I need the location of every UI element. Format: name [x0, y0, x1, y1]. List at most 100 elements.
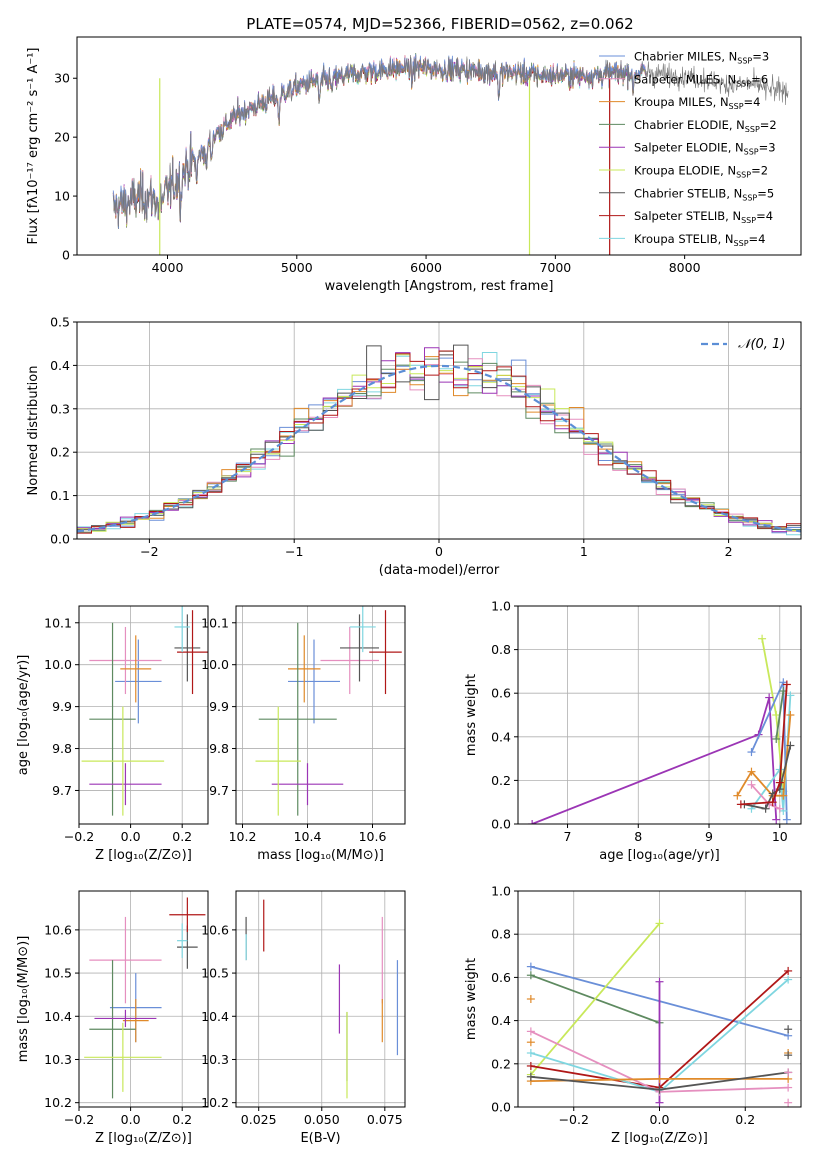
x-tick-label: −1: [285, 544, 303, 559]
legend-subscript: SSP: [745, 125, 760, 134]
y-tick-label: 0.4: [491, 1013, 511, 1028]
x-tick-label: 7: [564, 829, 572, 844]
y-tick-label: 9.9: [52, 699, 72, 714]
y-tick-label: 0.6: [491, 686, 511, 701]
legend-label: Kroupa ELODIE, NSSP=2: [634, 164, 768, 180]
y-tick-label: 0.8: [491, 642, 511, 657]
legend-label: 𝒩(0, 1): [738, 337, 785, 352]
y-tick-label: 0.2: [50, 445, 70, 460]
normal-reference-curve: [77, 364, 801, 533]
legend-count: =5: [757, 186, 774, 200]
x-tick-label: 5000: [281, 260, 313, 275]
x-axis-label: Z [log₁₀(Z/Z⊙)]: [95, 848, 192, 863]
y-tick-label: 0.4: [491, 729, 511, 744]
x-tick-label: 8: [634, 829, 642, 844]
y-tick-label: 10.2: [44, 1095, 72, 1110]
y-tick-label: 9.7: [209, 783, 229, 798]
legend-label: Kroupa STELIB, NSSP=4: [634, 232, 765, 248]
legend: Chabrier MILES, NSSP=3 Salpeter MILES, NS…: [599, 50, 777, 248]
y-tick-label: 10.5: [44, 966, 72, 981]
x-tick-label: 8000: [669, 260, 701, 275]
y-tick-label: 10.1: [201, 615, 229, 630]
legend-count: =3: [759, 141, 776, 155]
legend-count: =2: [751, 164, 768, 178]
y-tick-label: 0: [62, 248, 70, 263]
x-tick-label: 10.2: [229, 829, 257, 844]
x-axis-label: Z [log₁₀(Z/Z⊙)]: [611, 1131, 708, 1146]
x-tick-label: 10: [772, 829, 788, 844]
plot-area: [255, 606, 402, 816]
legend-count: =4: [749, 232, 766, 246]
model-spectrum-line: [112, 54, 647, 228]
axes-frame: [517, 605, 802, 825]
legend-label: Kroupa MILES, NSSP=4: [634, 95, 760, 111]
y-tick-label: 0.4: [50, 358, 70, 373]
axes-decoration: 7 8 9 10 0.0 0.2 0.4 0.6 0.8 1.0 age [log₁₀(age/yr…: [464, 599, 802, 863]
legend-subscript: SSP: [734, 239, 749, 248]
plot-area: [245, 899, 399, 1099]
y-tick-label: 0.0: [491, 817, 511, 832]
x-tick-label: 0.0: [121, 829, 141, 844]
y-tick-label: 30: [54, 71, 70, 86]
y-tick-label: 0.5: [50, 315, 70, 330]
x-axis-label: (data-model)/error: [379, 563, 500, 578]
x-axis-label: Z [log₁₀(Z/Z⊙)]: [95, 1131, 192, 1146]
y-tick-label: 10.3: [201, 1052, 229, 1067]
x-tick-label: −0.2: [64, 829, 94, 844]
axes-decoration: 0.025 0.050 0.075 10.2 10.3 10.4 10.5 10.6 E(B-V…: [201, 890, 406, 1146]
y-axis-label: age [log₁₀(age/yr)]: [16, 655, 31, 776]
x-axis-label: E(B-V): [300, 1131, 340, 1146]
age-vs-mass-panel: 10.2 10.4 10.6 9.7 9.8 9.9 10.0 10.1 mass [log₁₀…: [201, 605, 406, 863]
y-tick-label: 10.3: [44, 1052, 72, 1067]
legend-subscript: SSP: [729, 102, 744, 111]
axes-decoration: 10.2 10.4 10.6 9.7 9.8 9.9 10.0 10.1 mass [log₁₀…: [201, 605, 406, 863]
model-spectrum-line: [112, 56, 647, 227]
x-axis-label: wavelength [Angstrom, rest frame]: [325, 279, 554, 294]
x-tick-label: −0.2: [559, 1112, 589, 1127]
legend-subscript: SSP: [744, 148, 759, 157]
x-axis-label: age [log₁₀(age/yr)]: [599, 848, 720, 863]
y-tick-label: 0.2: [491, 1056, 511, 1071]
plot-area: [77, 344, 801, 539]
x-tick-label: 0: [435, 544, 443, 559]
y-tick-label: 0.6: [491, 970, 511, 985]
y-tick-label: 10.0: [201, 657, 229, 672]
legend-count: =4: [756, 209, 773, 223]
x-tick-label: 0.025: [241, 1112, 277, 1127]
x-tick-label: 0.0: [121, 1112, 141, 1127]
legend-subscript: SSP: [736, 79, 751, 88]
model-spectrum-line: [112, 55, 647, 226]
mass-vs-reddening-panel: 0.025 0.050 0.075 10.2 10.3 10.4 10.5 10.6 E(B-V…: [201, 890, 406, 1146]
y-tick-label: 10.0: [44, 657, 72, 672]
y-axis-label: Flux [fλ10⁻¹⁷ erg cm⁻² s⁻¹ A⁻¹]: [26, 48, 41, 245]
legend-count: =3: [752, 50, 769, 64]
x-axis-label: mass [log₁₀(M/M⊙)]: [257, 848, 384, 863]
plot-area: [81, 606, 208, 816]
mass-vs-metallicity-panel: −0.2 0.0 0.2 10.2 10.3 10.4 10.5 10.6 Z [log₁₀(Z…: [16, 890, 209, 1146]
y-tick-label: 1.0: [491, 884, 511, 899]
legend-subscript: SSP: [737, 57, 752, 66]
y-tick-label: 9.8: [52, 741, 72, 756]
mass-weight-line: [530, 922, 661, 1076]
y-axis-label: mass [log₁₀(M/M⊙)]: [16, 936, 31, 1063]
y-tick-label: 10.1: [44, 615, 72, 630]
x-tick-label: 0.075: [367, 1112, 403, 1127]
x-tick-label: 0.2: [735, 1112, 755, 1127]
mass-weight-line: [740, 684, 788, 806]
x-tick-label: −2: [140, 544, 158, 559]
x-tick-label: 10.4: [294, 829, 322, 844]
y-axis-label: Normed distribution: [26, 366, 41, 496]
legend-label: Salpeter STELIB, NSSP=4: [634, 209, 773, 225]
mass-weight-line: [531, 697, 778, 824]
x-tick-label: 0.0: [650, 1112, 670, 1127]
x-tick-label: 6000: [410, 260, 442, 275]
x-tick-label: 9: [705, 829, 713, 844]
model-spectrum-line: [112, 57, 647, 225]
plot-area: [112, 52, 789, 255]
observed-spectrum-line: [112, 54, 789, 227]
y-tick-label: 10: [54, 189, 70, 204]
legend-label: Salpeter ELODIE, NSSP=3: [634, 141, 776, 157]
y-tick-label: 1.0: [491, 599, 511, 614]
legend-label: Chabrier MILES, NSSP=3: [634, 50, 769, 66]
